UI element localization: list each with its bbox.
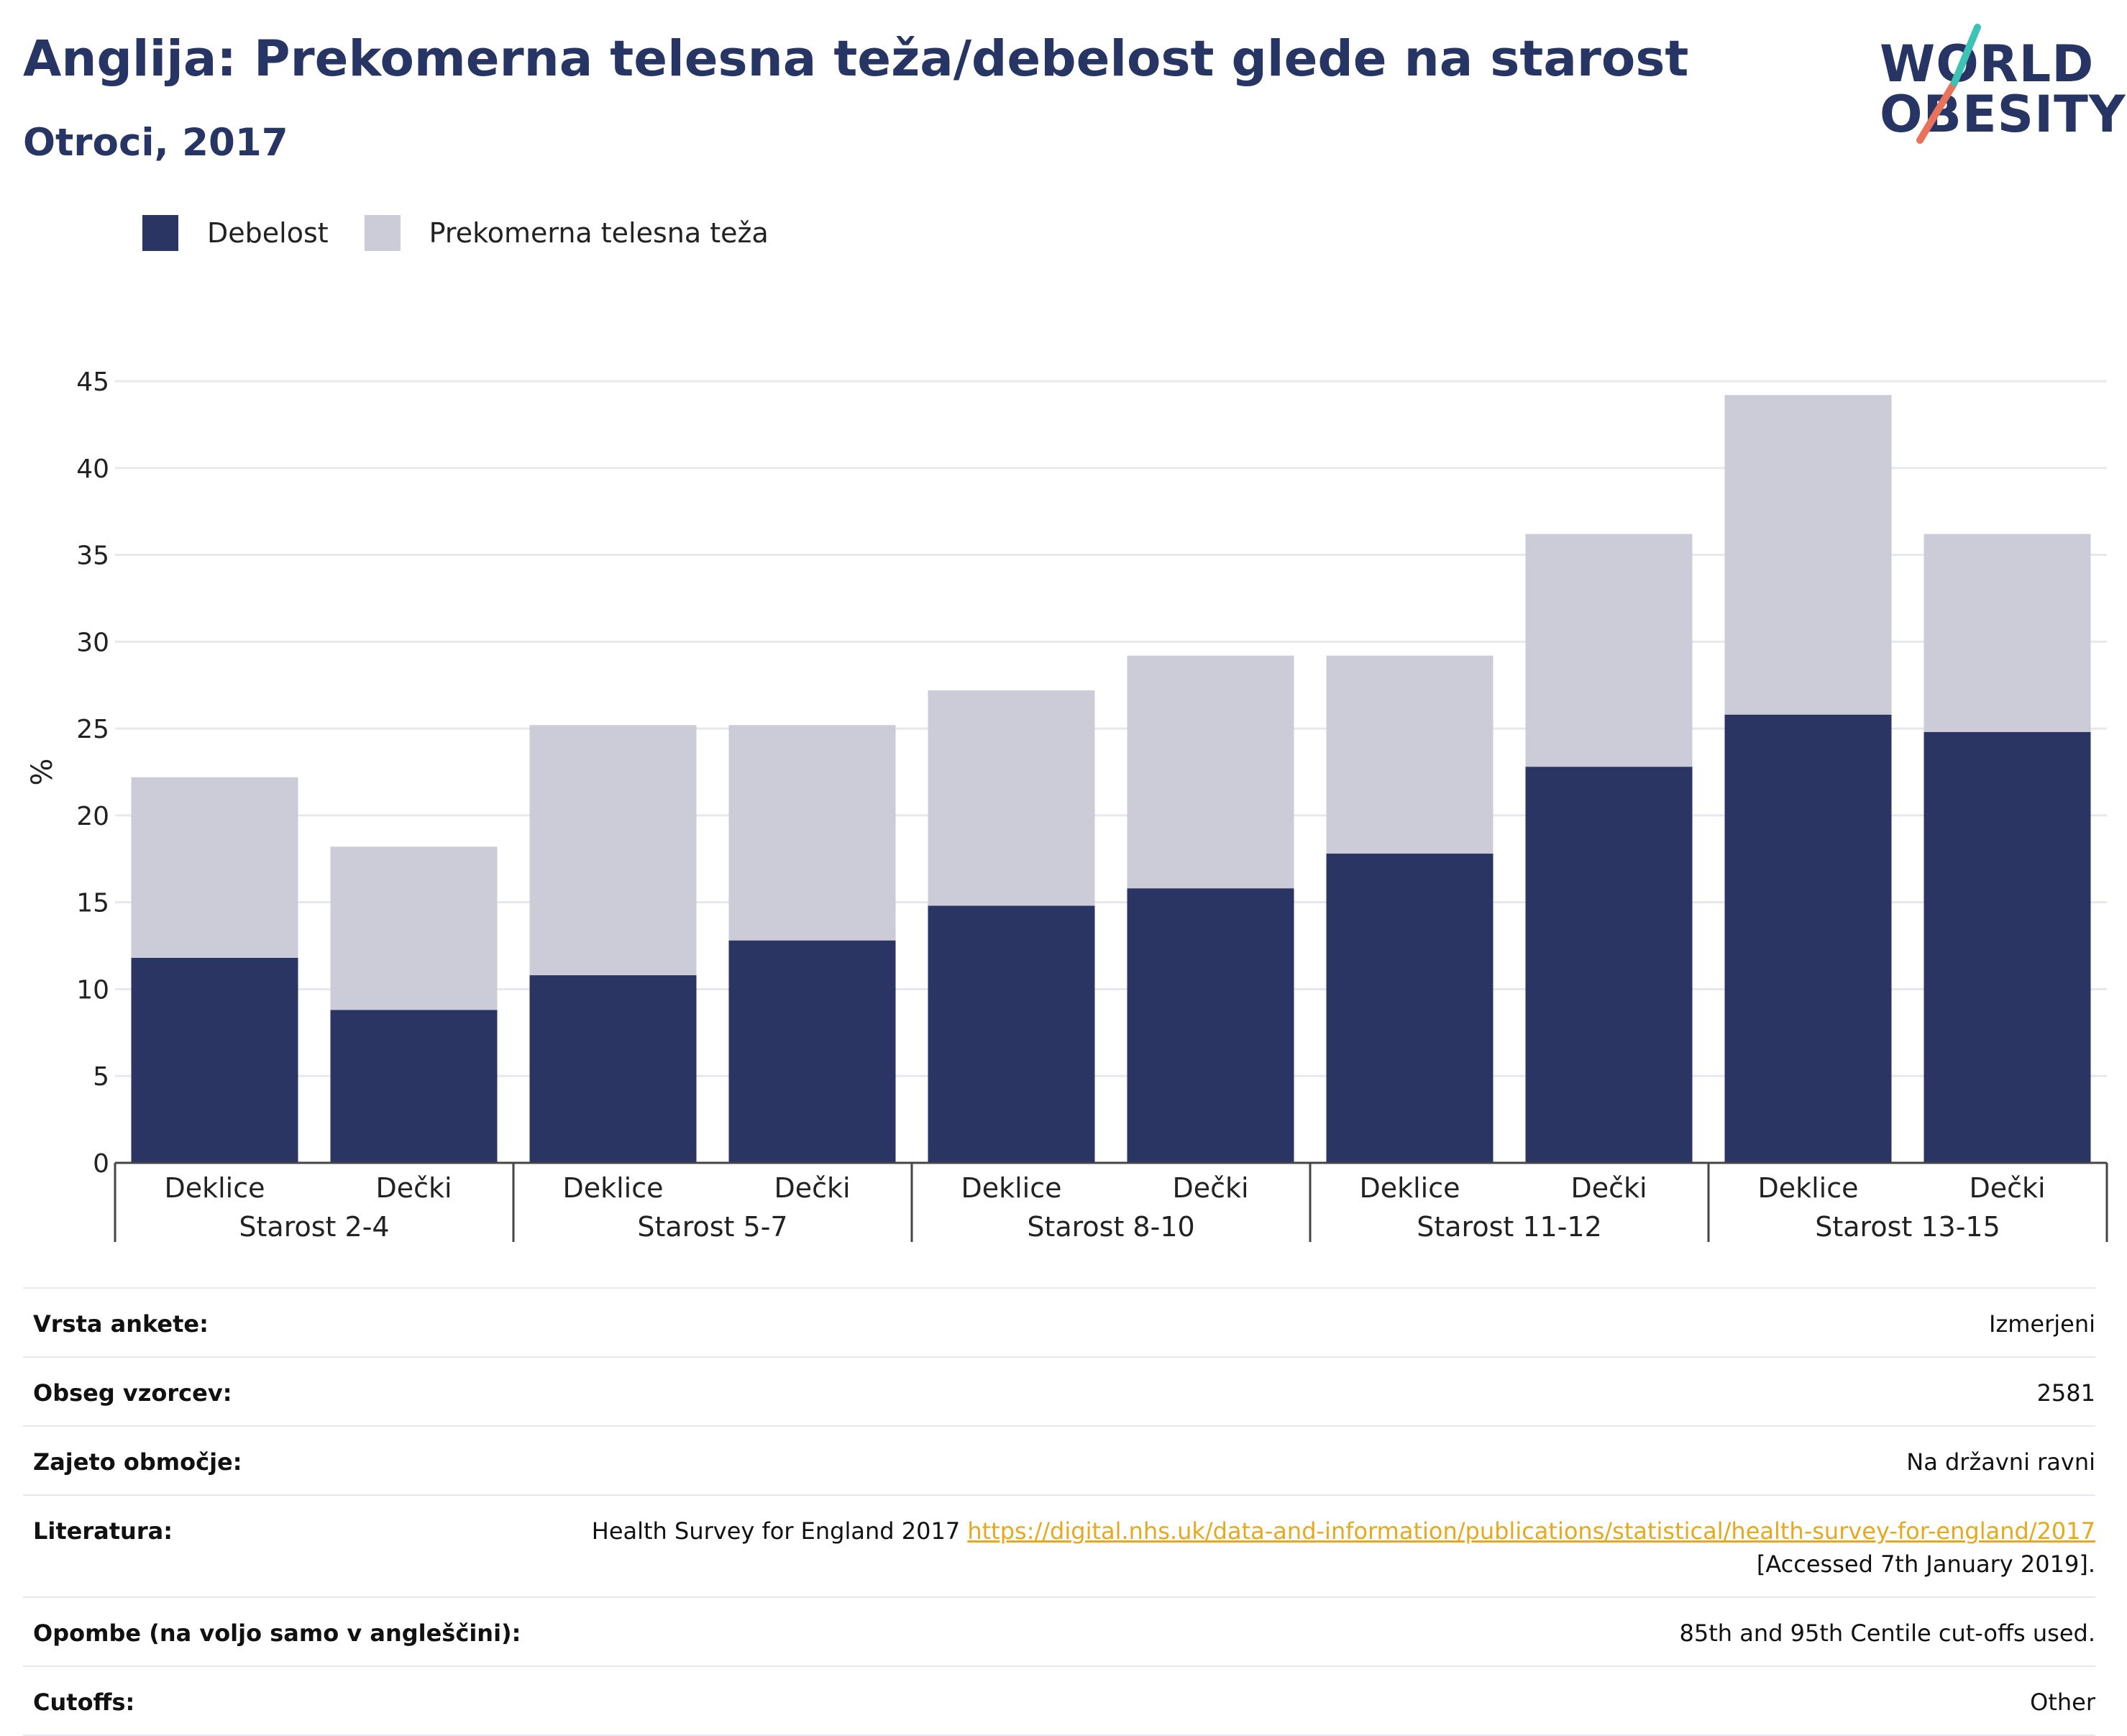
x-tick-label: Dečki [1969, 1172, 2045, 1204]
y-tick-label: 25 [76, 715, 109, 744]
info-row: Obseg vzorcev: 2581 [23, 1358, 2095, 1427]
reference-accessed: [Accessed 7th January 2019]. [1756, 1550, 2095, 1578]
x-tick-label: Deklice [1757, 1172, 1858, 1204]
legend-item-overweight[interactable]: Prekomerna telesna teža [364, 215, 769, 251]
reference-link[interactable]: https://digital.nhs.uk/data-and-informat… [967, 1517, 2095, 1545]
x-tick-label: Dečki [1570, 1172, 1647, 1204]
info-value: Na državni ravni [1906, 1448, 2095, 1476]
page-title: Anglija: Prekomerna telesna teža/debelos… [23, 30, 1689, 88]
bar-obesity [1127, 888, 1294, 1163]
y-tick-label: 30 [76, 628, 109, 657]
info-label: Literatura: [33, 1517, 173, 1545]
legend-swatch-obesity [142, 215, 178, 251]
bar-obesity [1525, 767, 1693, 1163]
y-tick-label: 40 [76, 454, 109, 484]
info-value: Izmerjeni [1989, 1310, 2095, 1338]
group-label: Starost 11-12 [1417, 1211, 1602, 1243]
y-tick-label: 10 [76, 975, 109, 1005]
info-value: 2581 [2036, 1379, 2095, 1407]
bar-overweight [1127, 655, 1294, 889]
bar-overweight [131, 777, 298, 958]
info-row: Literatura: Health Survey for England 201… [23, 1496, 2095, 1598]
bar-obesity [1326, 854, 1494, 1163]
logo-line1: WORLD [1880, 35, 2095, 93]
x-tick-label: Deklice [562, 1172, 663, 1204]
group-label: Starost 8-10 [1027, 1211, 1194, 1243]
bar-overweight [330, 846, 498, 1010]
bar-obesity [1724, 714, 1892, 1163]
bar-overweight [1326, 655, 1494, 854]
info-row: Zajeto območje: Na državni ravni [23, 1427, 2095, 1496]
legend-label-obesity: Debelost [207, 217, 329, 249]
bar-obesity [728, 940, 896, 1163]
y-tick-label: 35 [76, 542, 109, 571]
bar-overweight [1724, 395, 1892, 715]
chart-legend: Debelost Prekomerna telesna teža [142, 213, 805, 253]
info-label: Opombe (na voljo samo v angleščini): [33, 1619, 521, 1647]
x-tick-label: Dečki [375, 1172, 452, 1204]
logo-slash-icon [1916, 24, 1981, 144]
world-obesity-logo[interactable]: WORLD OBESITY [1870, 22, 2126, 158]
bar-chart: 0 5 10 15 20 25 30 35 40 45% Deklice Dečki Deklice De… [26, 367, 2108, 1243]
info-value: Health Survey for England 2017 https://d… [592, 1515, 2095, 1581]
x-tick-label: Deklice [1359, 1172, 1460, 1204]
bar-obesity [928, 905, 1095, 1163]
legend-label-overweight: Prekomerna telesna teža [429, 217, 769, 249]
info-row: Cutoffs: Other [23, 1667, 2095, 1736]
group-label: Starost 2-4 [239, 1211, 389, 1243]
x-tick-label: Deklice [164, 1172, 265, 1204]
legend-swatch-overweight [364, 215, 401, 251]
y-tick-label: 0 [93, 1149, 109, 1179]
info-value: Other [2030, 1689, 2095, 1716]
info-label: Obseg vzorcev: [33, 1379, 232, 1407]
bar-obesity [131, 957, 298, 1163]
legend-item-obesity[interactable]: Debelost [142, 215, 329, 251]
bar-obesity [1924, 731, 2091, 1163]
bar-overweight [728, 725, 896, 941]
x-tick-label: Dečki [774, 1172, 850, 1204]
x-tick-label: Dečki [1172, 1172, 1248, 1204]
info-value: 85th and 95th Centile cut-offs used. [1679, 1619, 2095, 1647]
reference-text: Health Survey for England 2017 [591, 1517, 968, 1545]
page-subtitle: Otroci, 2017 [23, 121, 288, 165]
y-tick-label: 5 [93, 1062, 109, 1092]
info-row: Vrsta ankete: Izmerjeni [23, 1289, 2095, 1358]
info-label: Zajeto območje: [33, 1448, 242, 1476]
bar-obesity [529, 975, 697, 1163]
info-table: Vrsta ankete: Izmerjeni Obseg vzorcev: 2581… [23, 1287, 2095, 1736]
group-label: Starost 5-7 [637, 1211, 787, 1243]
y-axis-label: % [26, 758, 59, 785]
y-tick-label: 45 [76, 367, 109, 397]
group-label: Starost 13-15 [1815, 1211, 2000, 1243]
y-tick-label: 15 [76, 889, 109, 918]
bar-overweight [1924, 534, 2091, 732]
x-tick-label: Deklice [961, 1172, 1061, 1204]
info-label: Vrsta ankete: [33, 1310, 209, 1338]
info-row: Opombe (na voljo samo v angleščini): 85th… [23, 1598, 2095, 1667]
bar-obesity [330, 1010, 498, 1163]
bar-overweight [529, 725, 697, 976]
bar-overweight [1525, 534, 1693, 767]
info-label: Cutoffs: [33, 1689, 135, 1716]
bar-overweight [928, 690, 1095, 906]
y-tick-label: 20 [76, 802, 109, 831]
